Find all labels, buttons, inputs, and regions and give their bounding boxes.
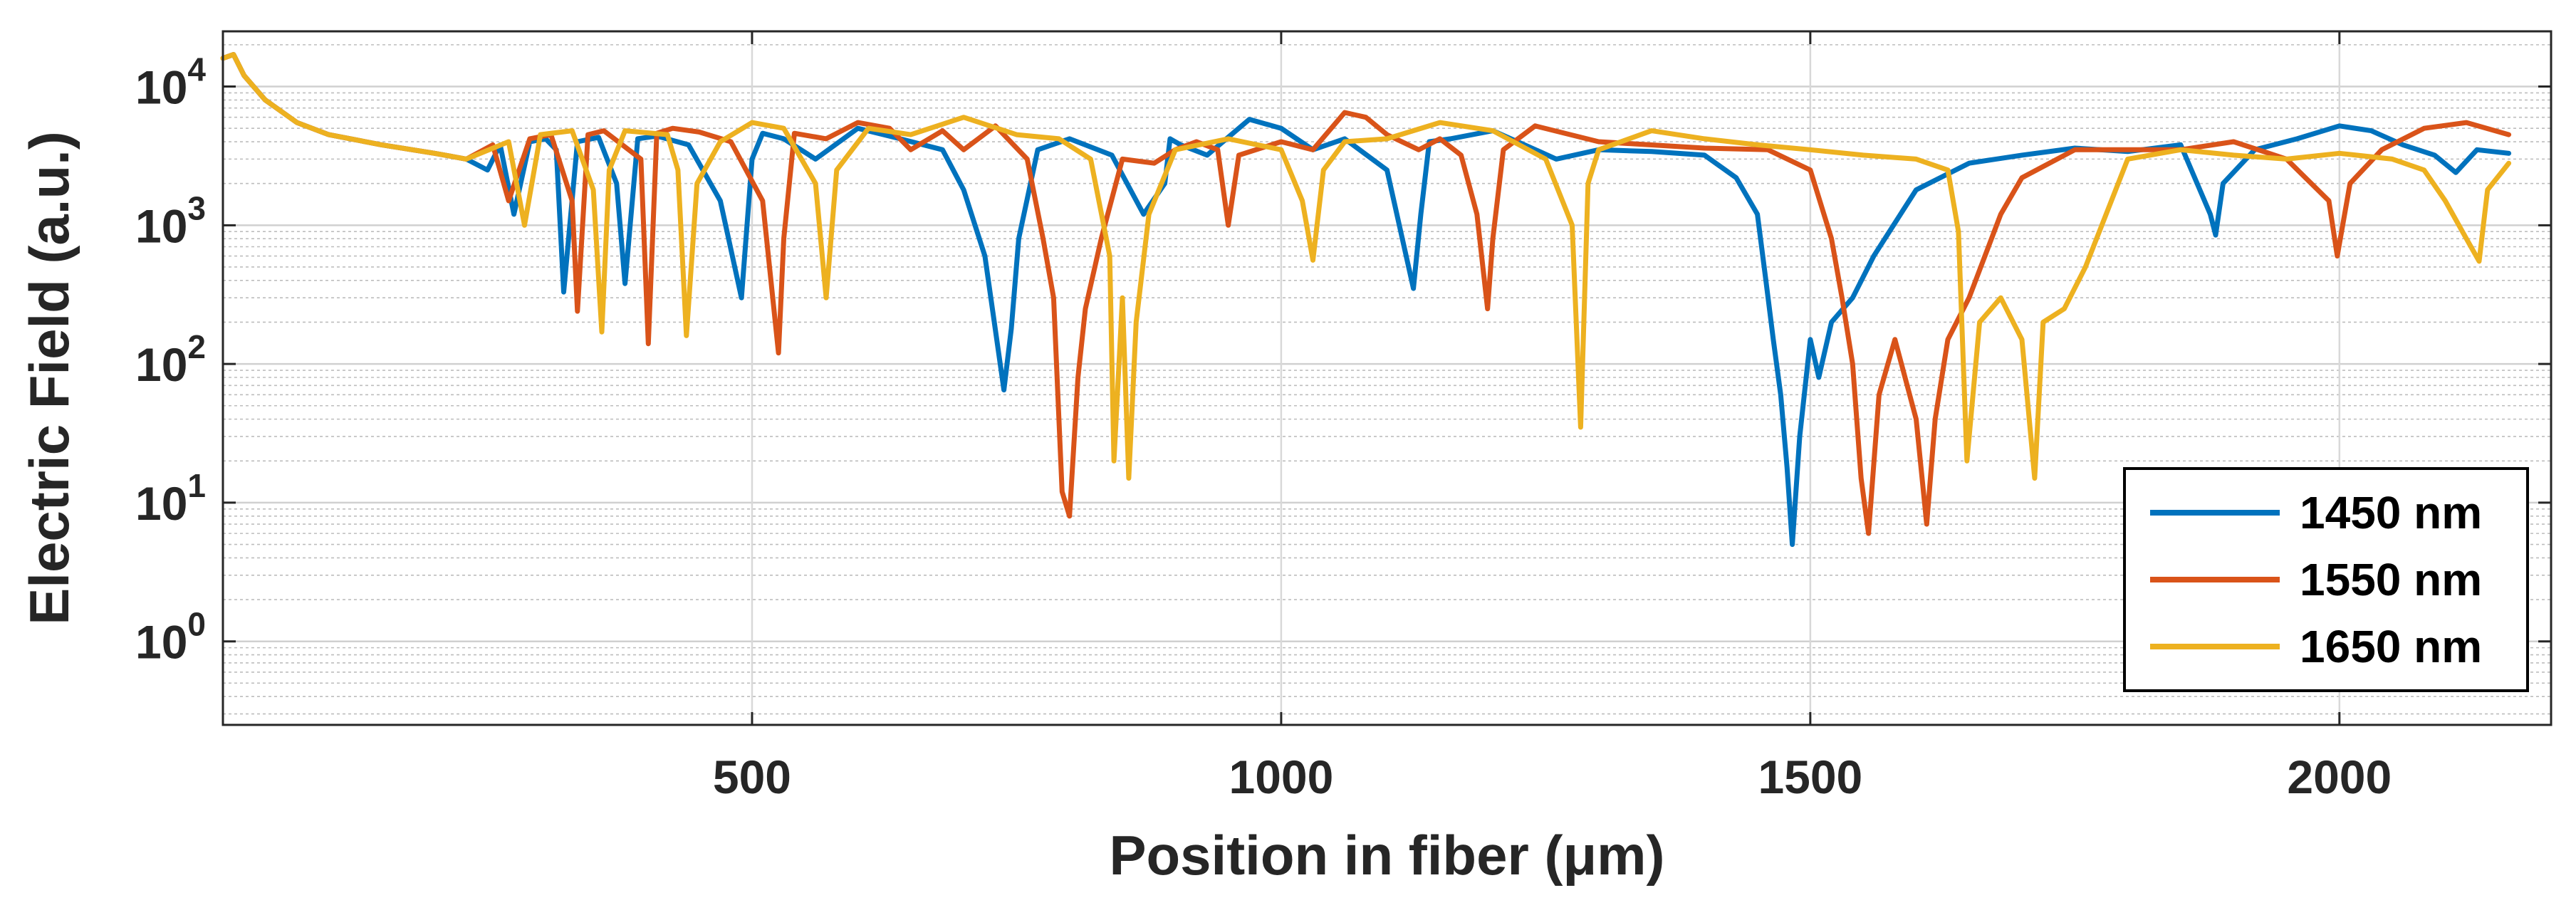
x-axis-title: Position in fiber (μm)	[1109, 824, 1664, 887]
y-tick-base: 10	[135, 477, 187, 530]
legend: 1450 nm 1550 nm 1650 nm	[2123, 467, 2529, 692]
series-layer	[220, 52, 2512, 548]
x-tick-label: 1000	[1229, 751, 1333, 803]
y-tick-exponent: 2	[187, 328, 206, 365]
y-tick-exponent: 0	[187, 606, 206, 643]
y-tick-label: 103	[135, 189, 206, 252]
plot-frame	[221, 30, 2552, 726]
x-tick-label: 2000	[2287, 751, 2392, 803]
series-line-1450-nm	[220, 52, 2512, 548]
series-line-1650-nm	[220, 52, 2512, 481]
y-tick-exponent: 1	[187, 467, 206, 504]
y-tick-base: 10	[135, 616, 187, 669]
y-tick-exponent: 4	[187, 51, 206, 88]
legend-label: 1650 nm	[2300, 621, 2482, 672]
x-tick-label: 1500	[1758, 751, 1862, 803]
y-tick-label: 100	[135, 606, 206, 669]
x-tick-label: 500	[713, 751, 791, 803]
y-tick-label: 101	[135, 467, 206, 530]
series-line-1550-nm	[220, 52, 2512, 536]
y-tick-label: 104	[135, 51, 206, 114]
y-tick-base: 10	[135, 199, 187, 252]
y-tick-exponent: 3	[187, 189, 206, 226]
y-tick-base: 10	[135, 61, 187, 114]
legend-label: 1450 nm	[2300, 487, 2482, 538]
x-axis: 500 1000 1500 2000	[713, 31, 2392, 803]
y-tick-base: 10	[135, 338, 187, 391]
y-axis-title: Electric Field (a.u.)	[18, 131, 80, 625]
legend-label: 1550 nm	[2300, 554, 2482, 605]
y-tick-label: 102	[135, 328, 206, 391]
